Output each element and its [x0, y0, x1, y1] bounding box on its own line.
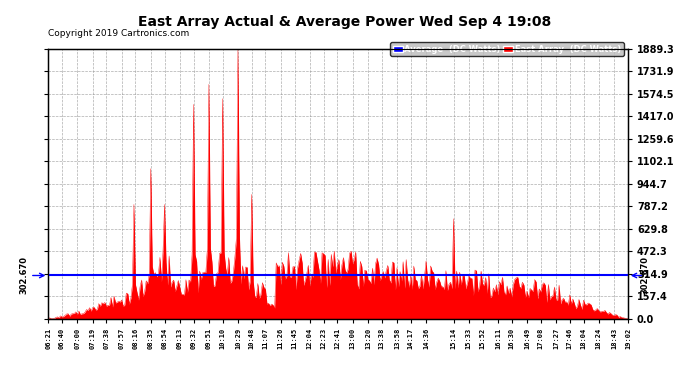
- Text: 302.670: 302.670: [640, 256, 650, 294]
- Text: East Array Actual & Average Power Wed Sep 4 19:08: East Array Actual & Average Power Wed Se…: [139, 15, 551, 29]
- Text: Copyright 2019 Cartronics.com: Copyright 2019 Cartronics.com: [48, 29, 190, 38]
- Legend: Average  (DC Watts), East Array  (DC Watts): Average (DC Watts), East Array (DC Watts…: [391, 42, 624, 56]
- Text: 302.670: 302.670: [19, 256, 29, 294]
